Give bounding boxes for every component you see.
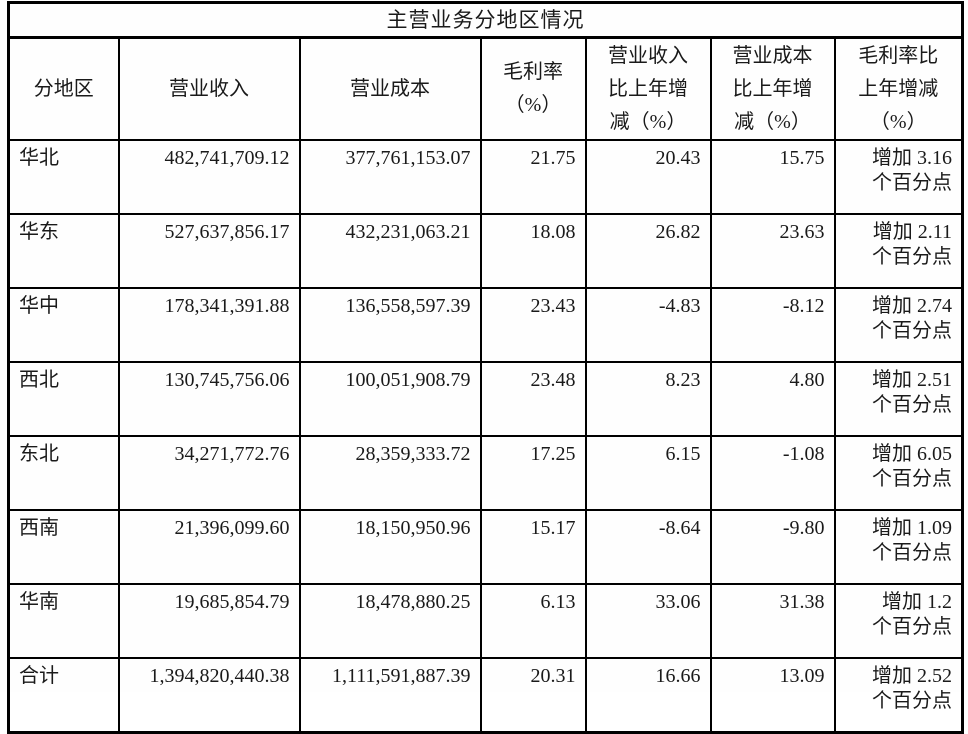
cell-revenue: 19,685,854.79 (117, 583, 301, 659)
cell-revenue: 34,271,772.76 (117, 435, 301, 511)
cell-region: 华东 (7, 213, 120, 289)
table-title-row: 主营业务分地区情况 (7, 1, 964, 39)
cell-revenue: 21,396,099.60 (117, 509, 301, 585)
cell-revenue-yoy: 6.15 (584, 435, 712, 511)
col-header-cost-yoy: 营业成本 比上年增 减（%） (709, 36, 836, 141)
cell-gross-margin: 15.17 (479, 509, 587, 585)
cell-cost: 377,761,153.07 (298, 139, 482, 215)
cell-cost: 136,558,597.39 (298, 287, 482, 363)
cell-gross-margin: 23.48 (479, 361, 587, 437)
col-header-region: 分地区 (7, 36, 120, 141)
cell-cost: 18,478,880.25 (298, 583, 482, 659)
cell-cost-yoy: -1.08 (709, 435, 836, 511)
cell-revenue: 527,637,856.17 (117, 213, 301, 289)
cell-revenue-yoy: 26.82 (584, 213, 712, 289)
table-row-xibei: 西北 130,745,756.06 100,051,908.79 23.48 8… (7, 361, 964, 437)
region-breakdown-table: 主营业务分地区情况 分地区 营业收入 营业成本 毛利率 （%） 营业收入 比上年… (7, 1, 964, 734)
table-row-xinan: 西南 21,396,099.60 18,150,950.96 15.17 -8.… (7, 509, 964, 585)
cell-region: 西南 (7, 509, 120, 585)
cell-cost: 1,111,591,887.39 (298, 657, 482, 734)
cell-gross-margin: 17.25 (479, 435, 587, 511)
cell-revenue-yoy: 33.06 (584, 583, 712, 659)
cell-region: 西北 (7, 361, 120, 437)
cell-cost-yoy: 13.09 (709, 657, 836, 734)
cell-gross-margin: 20.31 (479, 657, 587, 734)
col-header-margin-yoy: 毛利率比 上年增减 （%） (833, 36, 964, 141)
cell-region: 华中 (7, 287, 120, 363)
table-row-huanan: 华南 19,685,854.79 18,478,880.25 6.13 33.0… (7, 583, 964, 659)
cell-revenue-yoy: -4.83 (584, 287, 712, 363)
table-header-row: 分地区 营业收入 营业成本 毛利率 （%） 营业收入 比上年增 减（%） 营业成… (7, 36, 964, 141)
cell-cost: 18,150,950.96 (298, 509, 482, 585)
table-row-huadong: 华东 527,637,856.17 432,231,063.21 18.08 2… (7, 213, 964, 289)
col-header-cost: 营业成本 (298, 36, 482, 141)
cell-gross-margin: 21.75 (479, 139, 587, 215)
cell-revenue: 482,741,709.12 (117, 139, 301, 215)
col-header-revenue-yoy: 营业收入 比上年增 减（%） (584, 36, 712, 141)
cell-margin-yoy: 增加 2.74 个百分点 (833, 287, 964, 363)
cell-gross-margin: 23.43 (479, 287, 587, 363)
cell-margin-yoy: 增加 1.2 个百分点 (833, 583, 964, 659)
cell-revenue-yoy: 8.23 (584, 361, 712, 437)
table-row-huabei: 华北 482,741,709.12 377,761,153.07 21.75 2… (7, 139, 964, 215)
col-header-gross-margin: 毛利率 （%） (479, 36, 587, 141)
cell-cost: 100,051,908.79 (298, 361, 482, 437)
cell-margin-yoy: 增加 1.09 个百分点 (833, 509, 964, 585)
cell-margin-yoy: 增加 3.16 个百分点 (833, 139, 964, 215)
table-row-total: 合计 1,394,820,440.38 1,111,591,887.39 20.… (7, 657, 964, 734)
cell-cost-yoy: 31.38 (709, 583, 836, 659)
cell-revenue: 130,745,756.06 (117, 361, 301, 437)
col-header-revenue: 营业收入 (117, 36, 301, 141)
cell-gross-margin: 6.13 (479, 583, 587, 659)
cell-margin-yoy: 增加 2.11 个百分点 (833, 213, 964, 289)
cell-cost: 432,231,063.21 (298, 213, 482, 289)
cell-revenue-yoy: -8.64 (584, 509, 712, 585)
cell-region: 华南 (7, 583, 120, 659)
cell-cost-yoy: 15.75 (709, 139, 836, 215)
cell-gross-margin: 18.08 (479, 213, 587, 289)
document-page: 主营业务分地区情况 分地区 营业收入 营业成本 毛利率 （%） 营业收入 比上年… (7, 1, 964, 734)
cell-cost-yoy: 23.63 (709, 213, 836, 289)
cell-cost-yoy: -8.12 (709, 287, 836, 363)
cell-region: 东北 (7, 435, 120, 511)
cell-revenue-yoy: 16.66 (584, 657, 712, 734)
cell-margin-yoy: 增加 2.51 个百分点 (833, 361, 964, 437)
cell-region: 华北 (7, 139, 120, 215)
cell-cost: 28,359,333.72 (298, 435, 482, 511)
cell-revenue: 1,394,820,440.38 (117, 657, 301, 734)
table-row-dongbei: 东北 34,271,772.76 28,359,333.72 17.25 6.1… (7, 435, 964, 511)
cell-margin-yoy: 增加 2.52 个百分点 (833, 657, 964, 734)
table-row-huazhong: 华中 178,341,391.88 136,558,597.39 23.43 -… (7, 287, 964, 363)
cell-cost-yoy: -9.80 (709, 509, 836, 585)
cell-revenue-yoy: 20.43 (584, 139, 712, 215)
table-title: 主营业务分地区情况 (7, 1, 964, 39)
cell-cost-yoy: 4.80 (709, 361, 836, 437)
cell-revenue: 178,341,391.88 (117, 287, 301, 363)
cell-region: 合计 (7, 657, 120, 734)
cell-margin-yoy: 增加 6.05 个百分点 (833, 435, 964, 511)
